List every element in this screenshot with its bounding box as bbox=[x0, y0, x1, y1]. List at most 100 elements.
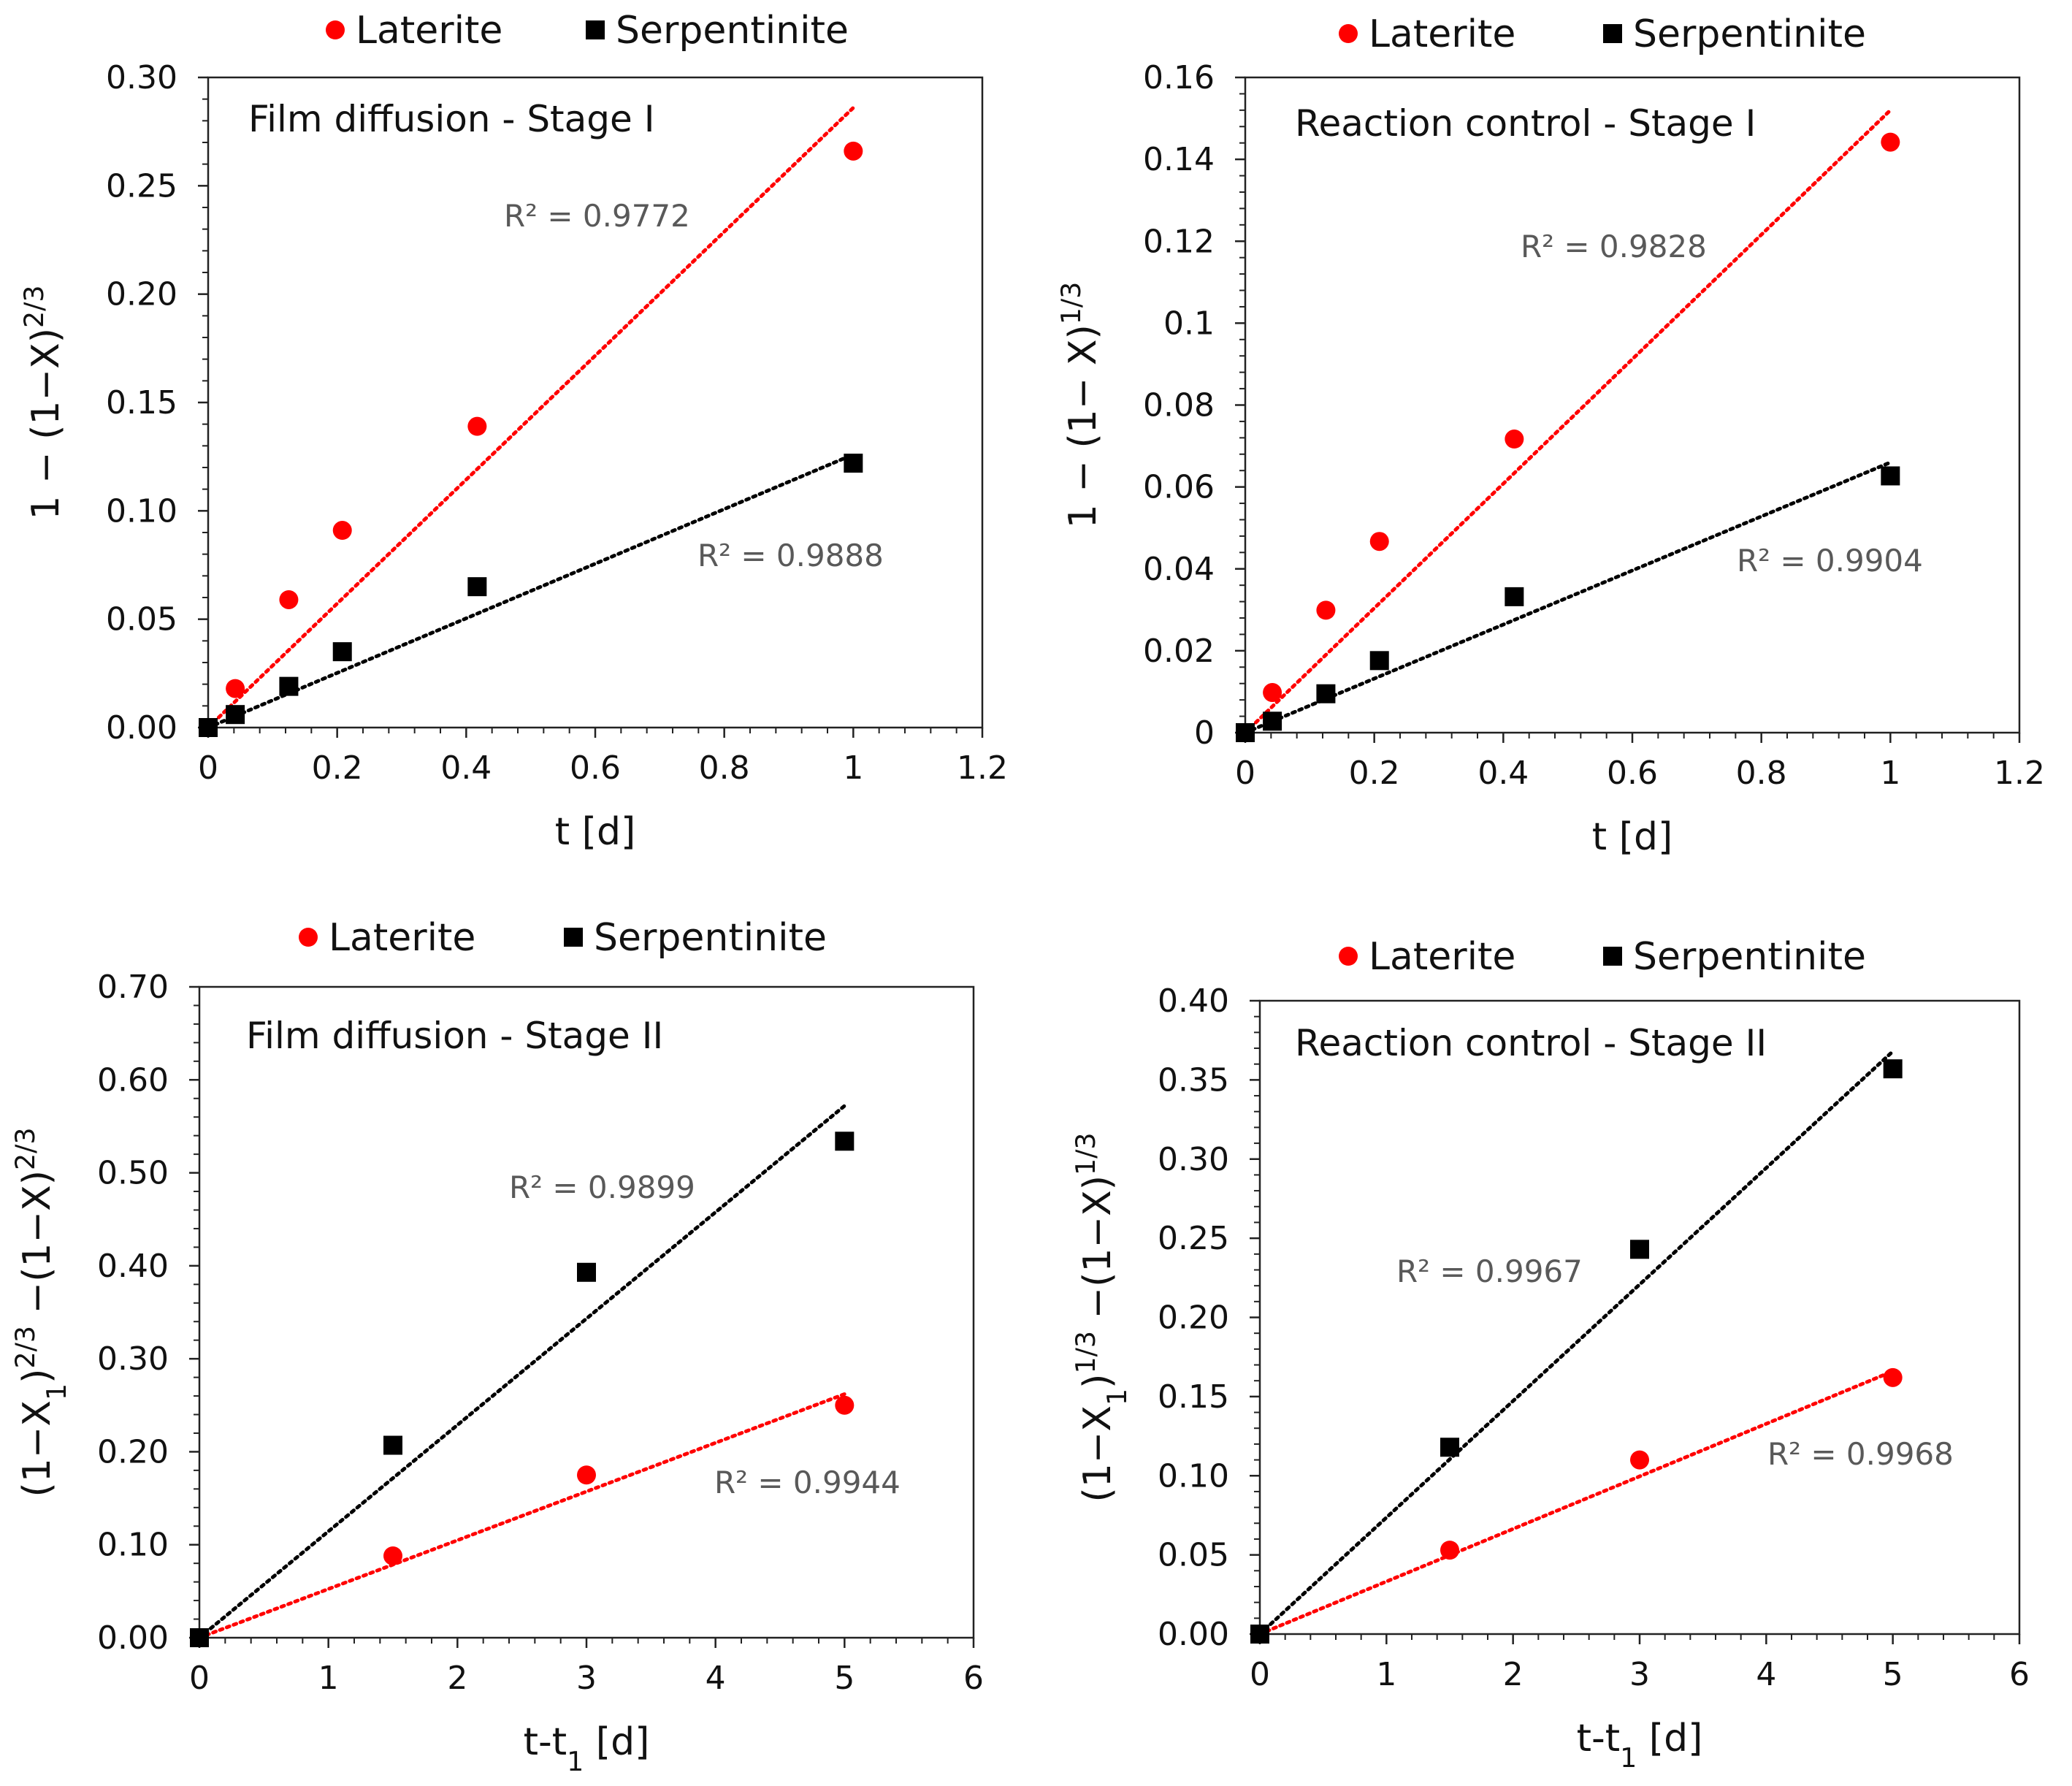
panel-title: Reaction control - Stage II bbox=[1295, 1022, 1767, 1064]
data-point bbox=[1369, 532, 1389, 552]
data-point bbox=[835, 1131, 855, 1151]
y-tick-label: 0.02 bbox=[1143, 633, 1215, 670]
data-point bbox=[279, 676, 299, 696]
series-serpentinite: R² = 0.9967 bbox=[1250, 1049, 1903, 1644]
x-axis-title: t-t1 [d] bbox=[524, 1720, 650, 1777]
x-tick-label: 3 bbox=[576, 1660, 597, 1697]
data-point bbox=[226, 705, 245, 725]
data-point bbox=[1440, 1541, 1459, 1560]
legend-marker bbox=[1603, 24, 1622, 43]
y-tick-label: 0.00 bbox=[97, 1619, 169, 1657]
data-point bbox=[383, 1546, 402, 1565]
y-tick-label: 0.12 bbox=[1143, 223, 1215, 260]
data-point bbox=[1881, 466, 1900, 486]
series-serpentinite: R² = 0.9899 bbox=[190, 1104, 855, 1647]
trendline bbox=[197, 1392, 846, 1640]
legend-entry-laterite: Laterite bbox=[299, 916, 475, 960]
x-tick-label: 1 bbox=[1880, 755, 1900, 792]
x-tick-label: 0.8 bbox=[1736, 755, 1787, 792]
data-point bbox=[1316, 684, 1336, 703]
x-tick-label: 0 bbox=[189, 1660, 210, 1697]
y-tick-label: 0.25 bbox=[106, 167, 177, 205]
x-tick-label: 0.2 bbox=[312, 749, 363, 787]
data-point bbox=[1263, 683, 1282, 703]
legend-label: Serpentinite bbox=[1633, 935, 1866, 979]
x-tick-label: 0.8 bbox=[699, 749, 750, 787]
y-tick-label: 0.40 bbox=[97, 1248, 169, 1285]
y-axis-title: (1−X1)1/3 −(1−X)1/3 bbox=[1070, 1132, 1133, 1502]
y-tick-label: 0.15 bbox=[1158, 1378, 1229, 1416]
y-tick-label: 0.40 bbox=[1158, 982, 1229, 1020]
legend-marker bbox=[1339, 947, 1358, 966]
data-point bbox=[467, 577, 487, 597]
x-tick-label: 1.2 bbox=[957, 749, 1008, 787]
y-tick-label: 0.10 bbox=[106, 492, 177, 530]
legend-marker bbox=[326, 20, 345, 39]
data-point bbox=[1883, 1367, 1903, 1387]
data-point bbox=[1250, 1625, 1269, 1644]
legend-label: Laterite bbox=[356, 9, 502, 53]
r-squared-label: R² = 0.9899 bbox=[509, 1169, 695, 1205]
x-tick-label: 0 bbox=[1250, 1656, 1270, 1693]
y-tick-label: 0.20 bbox=[1158, 1300, 1229, 1337]
x-tick-label: 1 bbox=[318, 1660, 339, 1697]
series-laterite: R² = 0.9772 bbox=[199, 106, 863, 737]
panel-title: Reaction control - Stage I bbox=[1295, 102, 1756, 145]
y-tick-label: 0.10 bbox=[97, 1527, 169, 1564]
legend-marker bbox=[1339, 24, 1358, 43]
legend-marker bbox=[1603, 947, 1622, 966]
legend-entry-serpentinite: Serpentinite bbox=[1603, 935, 1866, 979]
trendline bbox=[1258, 1369, 1895, 1636]
y-tick-label: 0.08 bbox=[1143, 387, 1215, 424]
legend-marker bbox=[564, 928, 583, 947]
legend-entry-laterite: Laterite bbox=[1339, 12, 1515, 56]
x-tick-label: 0 bbox=[198, 749, 218, 787]
trendline bbox=[206, 452, 855, 730]
y-axis-title: (1−X1)2/3 −(1−X)2/3 bbox=[9, 1127, 72, 1497]
data-point bbox=[1316, 600, 1336, 620]
data-point bbox=[467, 416, 487, 436]
y-tick-label: 0.30 bbox=[106, 59, 177, 96]
y-tick-label: 0.14 bbox=[1143, 141, 1215, 178]
x-tick-label: 2 bbox=[1503, 1656, 1524, 1693]
legend-entry-serpentinite: Serpentinite bbox=[564, 916, 827, 960]
legend-label: Serpentinite bbox=[594, 916, 827, 960]
y-tick-label: 0.30 bbox=[97, 1340, 169, 1378]
chart-panel-2: 0 0.2 0.4 0.6 0.8 1 1.2 0 0.02 0.04 0.06 0.08 0.1 0.1… bbox=[1055, 12, 2045, 859]
x-tick-label: 4 bbox=[706, 1660, 726, 1697]
x-tick-label: 3 bbox=[1629, 1656, 1650, 1693]
x-tick-label: 6 bbox=[2009, 1656, 2030, 1693]
y-tick-label: 0.30 bbox=[1158, 1141, 1229, 1178]
x-tick-label: 4 bbox=[1756, 1656, 1776, 1693]
series-laterite: R² = 0.9944 bbox=[190, 1392, 901, 1647]
y-tick-label: 0.60 bbox=[97, 1061, 169, 1099]
series-laterite: R² = 0.9828 bbox=[1236, 108, 1900, 742]
y-tick-label: 0.00 bbox=[106, 709, 177, 747]
data-point bbox=[1881, 132, 1900, 152]
y-tick-label: 0.70 bbox=[97, 969, 169, 1006]
legend-marker bbox=[299, 928, 318, 947]
r-squared-label: R² = 0.9944 bbox=[714, 1465, 901, 1500]
data-point bbox=[199, 718, 218, 737]
data-point bbox=[1236, 723, 1255, 742]
x-axis-title: t-t1 [d] bbox=[1577, 1717, 1703, 1774]
trendline bbox=[1243, 460, 1892, 735]
x-tick-label: 0.4 bbox=[440, 749, 492, 787]
x-axis-title: t [d] bbox=[1592, 815, 1673, 859]
data-point bbox=[383, 1435, 402, 1455]
series-serpentinite: R² = 0.9888 bbox=[199, 452, 884, 737]
data-point bbox=[844, 454, 863, 473]
x-tick-label: 5 bbox=[834, 1660, 855, 1697]
x-tick-label: 2 bbox=[447, 1660, 467, 1697]
data-point bbox=[1630, 1240, 1649, 1259]
chart-panel-3: 0 1 2 3 4 5 6 0.00 0.10 0.20 0.30 0.40 0.50 0.60 0.70 t… bbox=[9, 916, 985, 1777]
r-squared-label: R² = 0.9888 bbox=[697, 538, 884, 573]
legend-label: Serpentinite bbox=[616, 9, 849, 53]
legend-entry-laterite: Laterite bbox=[1339, 935, 1515, 979]
trendline bbox=[1243, 108, 1892, 735]
chart-panel-4: 0 1 2 3 4 5 6 0.00 0.05 0.10 0.15 0.20 0.25 0.30 0.35 0… bbox=[1070, 935, 2030, 1774]
r-squared-label: R² = 0.9967 bbox=[1396, 1253, 1583, 1289]
y-tick-label: 0.16 bbox=[1143, 59, 1215, 96]
data-point bbox=[844, 141, 863, 161]
